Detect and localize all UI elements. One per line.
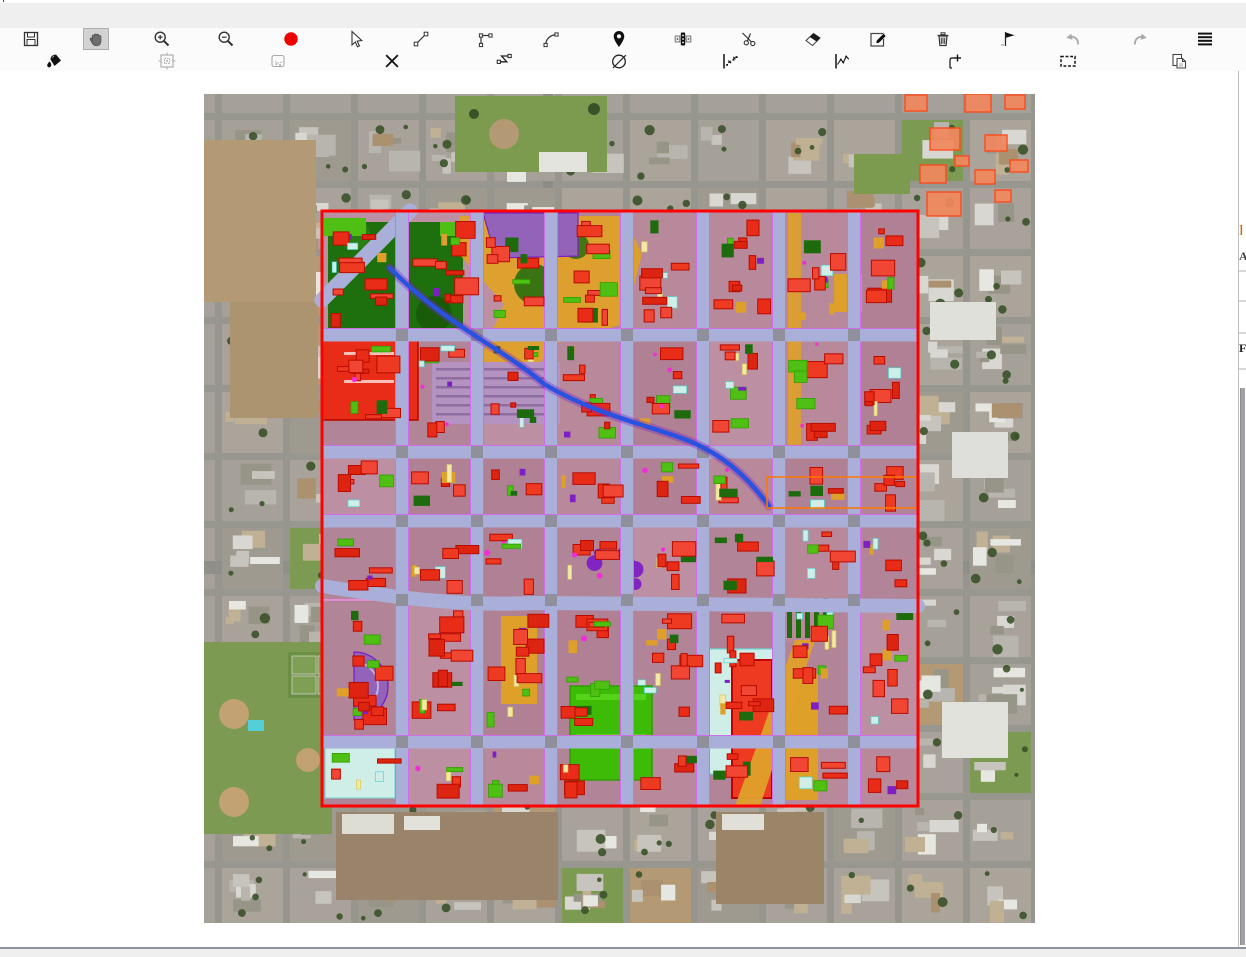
- status-bar: [0, 947, 1246, 957]
- aerial-map-canvas[interactable]: [204, 93, 1038, 936]
- toolbar-profile-chart-button[interactable]: [829, 50, 855, 72]
- toolbar-align-strip-button[interactable]: [670, 28, 696, 50]
- toolbar-marquee-rect-button[interactable]: [1055, 50, 1081, 72]
- map-viewport: [0, 71, 1238, 947]
- toolbar-cut-button[interactable]: [735, 28, 761, 50]
- toolbar-curve-tool-button[interactable]: [538, 28, 564, 50]
- side-panel-text-fragment: F: [1239, 341, 1246, 355]
- toolbar-cross-tool-button[interactable]: [379, 50, 405, 72]
- toolbar-zigzag-polyline-button[interactable]: [491, 50, 517, 72]
- toolbar-edit-attributes-button[interactable]: [865, 28, 891, 50]
- side-panel-row-separator: [1239, 300, 1246, 302]
- side-panel-row-separator: [1239, 332, 1246, 334]
- side-panel-row-separator: [1239, 368, 1246, 370]
- toolbar-delete-button[interactable]: [930, 28, 956, 50]
- toolbar-zoom-in-button[interactable]: [149, 28, 175, 50]
- toolbar-measure-path-button[interactable]: [717, 50, 743, 72]
- toolbar-select-region-button[interactable]: [154, 50, 180, 72]
- toolbar-undo-button[interactable]: [1060, 28, 1086, 50]
- toolbar-select-cursor-button[interactable]: [343, 28, 369, 50]
- toolbar-pan-button[interactable]: [83, 28, 109, 50]
- side-panel-text-fragment: A: [1239, 249, 1246, 263]
- toolbar-redo-button[interactable]: [1127, 28, 1153, 50]
- toolbar-zoom-out-button[interactable]: [213, 28, 239, 50]
- annotation-region-border: [320, 209, 920, 808]
- window-right-border: [1238, 71, 1239, 947]
- side-panel-row-separator: [1239, 270, 1246, 272]
- side-panel-text-fragment: ]: [1239, 222, 1243, 236]
- menu-strip: [0, 2, 1246, 29]
- toolbar-point-marker-button[interactable]: [606, 28, 632, 50]
- aerial-map-image[interactable]: [204, 93, 1038, 936]
- toolbar-duplicate-button[interactable]: [1166, 50, 1192, 72]
- toolbar-flag-button[interactable]: [995, 28, 1021, 50]
- toolbar-menu-button[interactable]: [1192, 28, 1218, 50]
- toolbar: [0, 28, 1246, 73]
- toolbar-add-region-button[interactable]: [942, 50, 968, 72]
- toolbar-eraser-button[interactable]: [800, 28, 826, 50]
- toolbar-save-button[interactable]: [18, 28, 44, 50]
- toolbar-ellipse-tool-button[interactable]: [606, 50, 632, 72]
- toolbar-line-tool-button[interactable]: [408, 28, 434, 50]
- toolbar-record-button[interactable]: [278, 28, 304, 50]
- toolbar-export-image-button[interactable]: [266, 50, 292, 72]
- toolbar-polyline-tool-button[interactable]: [473, 28, 499, 50]
- side-panel-scrollbar[interactable]: [1240, 388, 1245, 945]
- toolbar-fill-paint-button[interactable]: [41, 50, 67, 72]
